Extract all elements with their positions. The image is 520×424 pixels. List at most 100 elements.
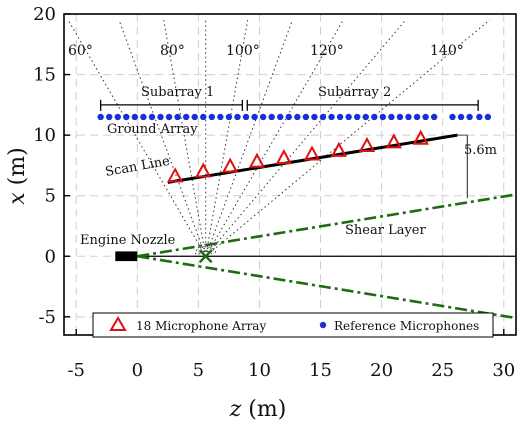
marker-layer bbox=[97, 113, 492, 264]
reference-microphone-point bbox=[457, 113, 465, 121]
subarray-1-label: Subarray 1 bbox=[141, 85, 214, 100]
y-axis-title: x (m) bbox=[5, 147, 30, 204]
angle-ray bbox=[205, 19, 406, 257]
microphone-array-point bbox=[195, 162, 212, 178]
reference-microphone-point bbox=[422, 113, 429, 121]
x-axis-title: z (m) bbox=[229, 397, 287, 422]
reference-microphone-point bbox=[131, 113, 139, 121]
x-axis-unit: (m) bbox=[241, 397, 286, 422]
tick-label-x: 5 bbox=[45, 186, 56, 207]
reference-microphone-point bbox=[319, 113, 327, 121]
reference-microphone-point bbox=[311, 113, 318, 121]
distance-label: 5.6m bbox=[464, 143, 497, 158]
reference-microphone-point bbox=[430, 113, 438, 121]
source-cross-icon bbox=[198, 249, 213, 264]
microphone-array-point bbox=[248, 152, 266, 168]
svg-text:x (m): x (m) bbox=[5, 147, 30, 204]
reference-microphone-point bbox=[388, 113, 395, 121]
angle-ray bbox=[118, 19, 207, 257]
tick-label-z: 10 bbox=[248, 360, 271, 381]
reference-microphone-point bbox=[225, 113, 233, 121]
tick-label-x: 20 bbox=[33, 4, 56, 25]
legend-dot-icon bbox=[319, 321, 327, 329]
microphone-array-point bbox=[221, 157, 239, 173]
reference-microphone-point bbox=[413, 113, 421, 121]
reference-microphone-point bbox=[157, 113, 164, 121]
reference-microphone-point bbox=[466, 113, 473, 121]
svg-text:z (m): z (m) bbox=[229, 397, 287, 422]
reference-microphone-point bbox=[251, 113, 258, 121]
tick-label-z: 25 bbox=[431, 360, 454, 381]
x-axis-var: z bbox=[229, 397, 242, 422]
angle-ray bbox=[205, 19, 490, 257]
microphone-array-point bbox=[385, 133, 403, 149]
reference-microphone-point bbox=[97, 113, 104, 121]
reference-microphone-point bbox=[148, 113, 156, 121]
reference-microphone-point bbox=[476, 113, 483, 121]
reference-microphone-point bbox=[294, 113, 301, 121]
reference-microphone-point bbox=[285, 113, 292, 121]
tick-label-z: 0 bbox=[132, 360, 143, 381]
y-axis-unit: (m) bbox=[5, 147, 30, 192]
reference-microphone-point bbox=[328, 113, 335, 121]
angle-label-120: 120° bbox=[310, 43, 344, 59]
shear-layer-upper bbox=[137, 193, 516, 258]
legend-mic-array: 18 Microphone Array bbox=[136, 319, 266, 333]
angle-label-80: 80° bbox=[160, 43, 185, 59]
reference-microphone-point bbox=[217, 113, 224, 121]
reference-microphone-point bbox=[191, 113, 198, 121]
ground-array-label: Ground Array bbox=[107, 122, 198, 137]
reference-microphone-point bbox=[396, 113, 404, 121]
y-axis-var: x bbox=[5, 192, 30, 205]
reference-microphone-point bbox=[174, 113, 181, 121]
reference-microphone-point bbox=[242, 113, 250, 121]
reference-microphone-point bbox=[268, 113, 275, 121]
legend-reference: Reference Microphones bbox=[334, 319, 479, 333]
reference-microphone-point bbox=[277, 113, 284, 121]
reference-microphone-point bbox=[234, 113, 241, 121]
microphone-array-point bbox=[330, 141, 348, 157]
microphone-array-point bbox=[275, 149, 293, 165]
reference-microphone-point bbox=[182, 113, 190, 121]
angle-label-60: 60° bbox=[68, 43, 93, 59]
subarray-2-label: Subarray 2 bbox=[318, 85, 391, 100]
reference-microphone-point bbox=[140, 113, 147, 121]
geometry-layer bbox=[99, 99, 516, 320]
tick-label-z: -5 bbox=[67, 360, 85, 381]
angle-label-100: 100° bbox=[226, 43, 260, 59]
reference-microphone-point bbox=[353, 113, 361, 121]
reference-microphone-point bbox=[165, 113, 173, 121]
tick-label-x: 0 bbox=[45, 246, 56, 267]
legend-box bbox=[92, 312, 494, 338]
reference-microphone-point bbox=[405, 113, 412, 121]
microphone-array-point bbox=[358, 136, 376, 153]
reference-microphone-point bbox=[123, 113, 130, 121]
reference-microphone-point bbox=[200, 113, 207, 121]
reference-microphone-point bbox=[336, 113, 344, 121]
shear-layer-label: Shear Layer bbox=[345, 223, 426, 238]
reference-microphone-point bbox=[449, 113, 456, 121]
reference-microphone-point bbox=[114, 113, 121, 121]
microphone-array-point bbox=[303, 145, 321, 161]
angle-ray bbox=[205, 19, 293, 257]
reference-microphone-point bbox=[106, 113, 113, 121]
axis-ticks: -5 0 5 10 15 20 25 30 20 15 10 5 0 -5 bbox=[33, 4, 515, 381]
reference-microphone-point bbox=[345, 113, 352, 121]
angle-ray bbox=[205, 19, 344, 257]
reference-microphone-point bbox=[362, 113, 369, 121]
tick-label-z: 15 bbox=[309, 360, 332, 381]
tick-label-z: 20 bbox=[370, 360, 393, 381]
reference-microphone-point bbox=[379, 113, 387, 121]
legend-triangle-icon bbox=[109, 316, 127, 331]
microphone-array-point bbox=[412, 129, 429, 145]
reference-microphone-point bbox=[208, 113, 216, 121]
legend: 18 Microphone Array Reference Microphone… bbox=[92, 312, 494, 338]
microphone-array-point bbox=[166, 167, 184, 183]
tick-label-x: -5 bbox=[38, 307, 56, 328]
tick-label-x: 15 bbox=[33, 65, 56, 86]
tick-label-z: 30 bbox=[492, 360, 515, 381]
reference-microphone-point bbox=[484, 113, 492, 121]
engine-nozzle bbox=[115, 251, 138, 262]
shear-layer-lower bbox=[137, 254, 516, 320]
